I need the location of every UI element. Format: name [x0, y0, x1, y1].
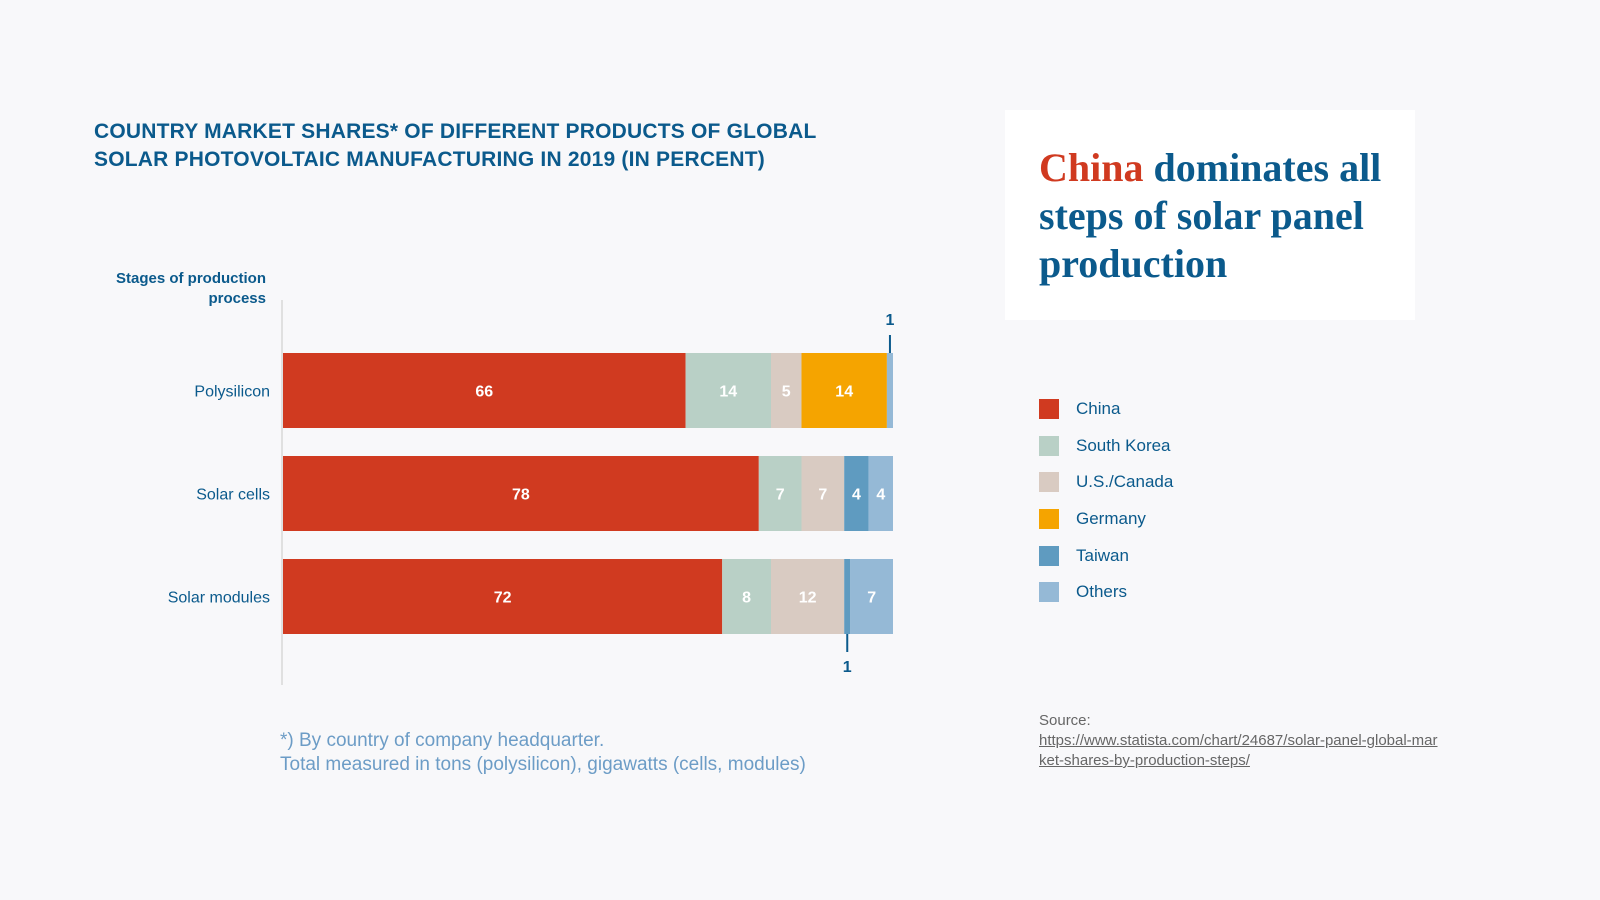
legend-label-germany: Germany: [1076, 509, 1146, 529]
data-label-solar-modules-u-s-canada: 12: [799, 590, 817, 607]
legend-item-taiwan: Taiwan: [1039, 537, 1173, 574]
legend-item-south-korea: South Korea: [1039, 428, 1173, 465]
source-link[interactable]: https://www.statista.com/chart/24687/sol…: [1039, 732, 1438, 769]
headline-accent: China: [1039, 145, 1144, 190]
headline: China dominates all steps of solar panel…: [1039, 144, 1399, 288]
source: Source: https://www.statista.com/chart/2…: [1039, 711, 1439, 771]
callout-label-solar-modules: 1: [843, 659, 852, 676]
legend-label-u-s-canada: U.S./Canada: [1076, 472, 1174, 492]
bar-solar-modules-china: [283, 559, 723, 634]
bar-solar-modules-others: [850, 559, 893, 634]
legend-swatch-u-s-canada: [1039, 472, 1059, 493]
data-label-solar-cells-others: 4: [876, 487, 885, 504]
data-label-polysilicon-u-s-canada: 5: [782, 384, 791, 401]
callout-label-polysilicon: 1: [885, 312, 894, 329]
chart-title: COUNTRY MARKET SHARES* OF DIFFERENT PROD…: [94, 120, 817, 171]
legend-swatch-taiwan: [1039, 545, 1059, 566]
legend-item-china: China: [1039, 391, 1173, 428]
bar-solar-modules-taiwan: [844, 559, 851, 634]
legend-swatch-south-korea: [1039, 435, 1059, 456]
legend-label-taiwan: Taiwan: [1076, 545, 1129, 565]
headline-rest: dominates all steps of solar panel produ…: [1039, 145, 1382, 286]
legend-swatch-others: [1039, 582, 1059, 603]
data-label-solar-modules-others: 7: [867, 590, 876, 607]
data-label-solar-cells-china: 78: [512, 487, 530, 504]
bar-solar-cells-china: [283, 456, 759, 531]
axis-heading: Stages of production process: [116, 270, 266, 307]
data-label-polysilicon-south-korea: 14: [719, 384, 737, 401]
data-label-solar-cells-south-korea: 7: [776, 487, 785, 504]
bar-solar-cells-u-s-canada: [801, 456, 845, 531]
source-label: Source:: [1039, 712, 1091, 729]
chart-legend: China South Korea U.S./Canada Germany Taiwan…: [1039, 391, 1173, 611]
legend-item-others: Others: [1039, 574, 1173, 611]
category-label-solar-modules: Solar modules: [168, 590, 270, 607]
bar-solar-cells-others: [868, 456, 893, 531]
bar-polysilicon-others: [886, 353, 893, 428]
bar-polysilicon-germany: [801, 353, 887, 428]
bar-solar-cells-south-korea: [758, 456, 802, 531]
bar-polysilicon-china: [283, 353, 686, 428]
headline-card: China dominates all steps of solar panel…: [1005, 110, 1415, 320]
bar-solar-cells-taiwan: [844, 456, 869, 531]
data-label-solar-modules-china: 72: [494, 590, 512, 607]
category-label-solar-cells: Solar cells: [196, 487, 270, 504]
data-label-solar-cells-u-s-canada: 7: [818, 487, 827, 504]
legend-label-china: China: [1076, 399, 1121, 419]
legend-item-germany: Germany: [1039, 501, 1173, 538]
bar-polysilicon-south-korea: [685, 353, 771, 428]
bar-solar-modules-south-korea: [722, 559, 771, 634]
legend-swatch-china: [1039, 399, 1059, 420]
legend-item-u-s-canada: U.S./Canada: [1039, 464, 1173, 501]
footnote-line-1: *) By country of company headquarter.: [280, 730, 605, 751]
bar-solar-modules-u-s-canada: [771, 559, 845, 634]
legend-swatch-germany: [1039, 509, 1059, 530]
data-label-solar-modules-south-korea: 8: [742, 590, 751, 607]
legend-label-south-korea: South Korea: [1076, 435, 1171, 455]
data-label-polysilicon-china: 66: [475, 384, 493, 401]
data-label-solar-cells-taiwan: 4: [852, 487, 861, 504]
bar-polysilicon-u-s-canada: [771, 353, 802, 428]
data-label-polysilicon-germany: 14: [835, 384, 853, 401]
legend-label-others: Others: [1076, 582, 1128, 602]
footnote-line-2: Total measured in tons (polysilicon), gi…: [280, 754, 806, 775]
footnote: *) By country of company headquarter. To…: [280, 729, 806, 777]
category-label-polysilicon: Polysilicon: [194, 384, 270, 401]
